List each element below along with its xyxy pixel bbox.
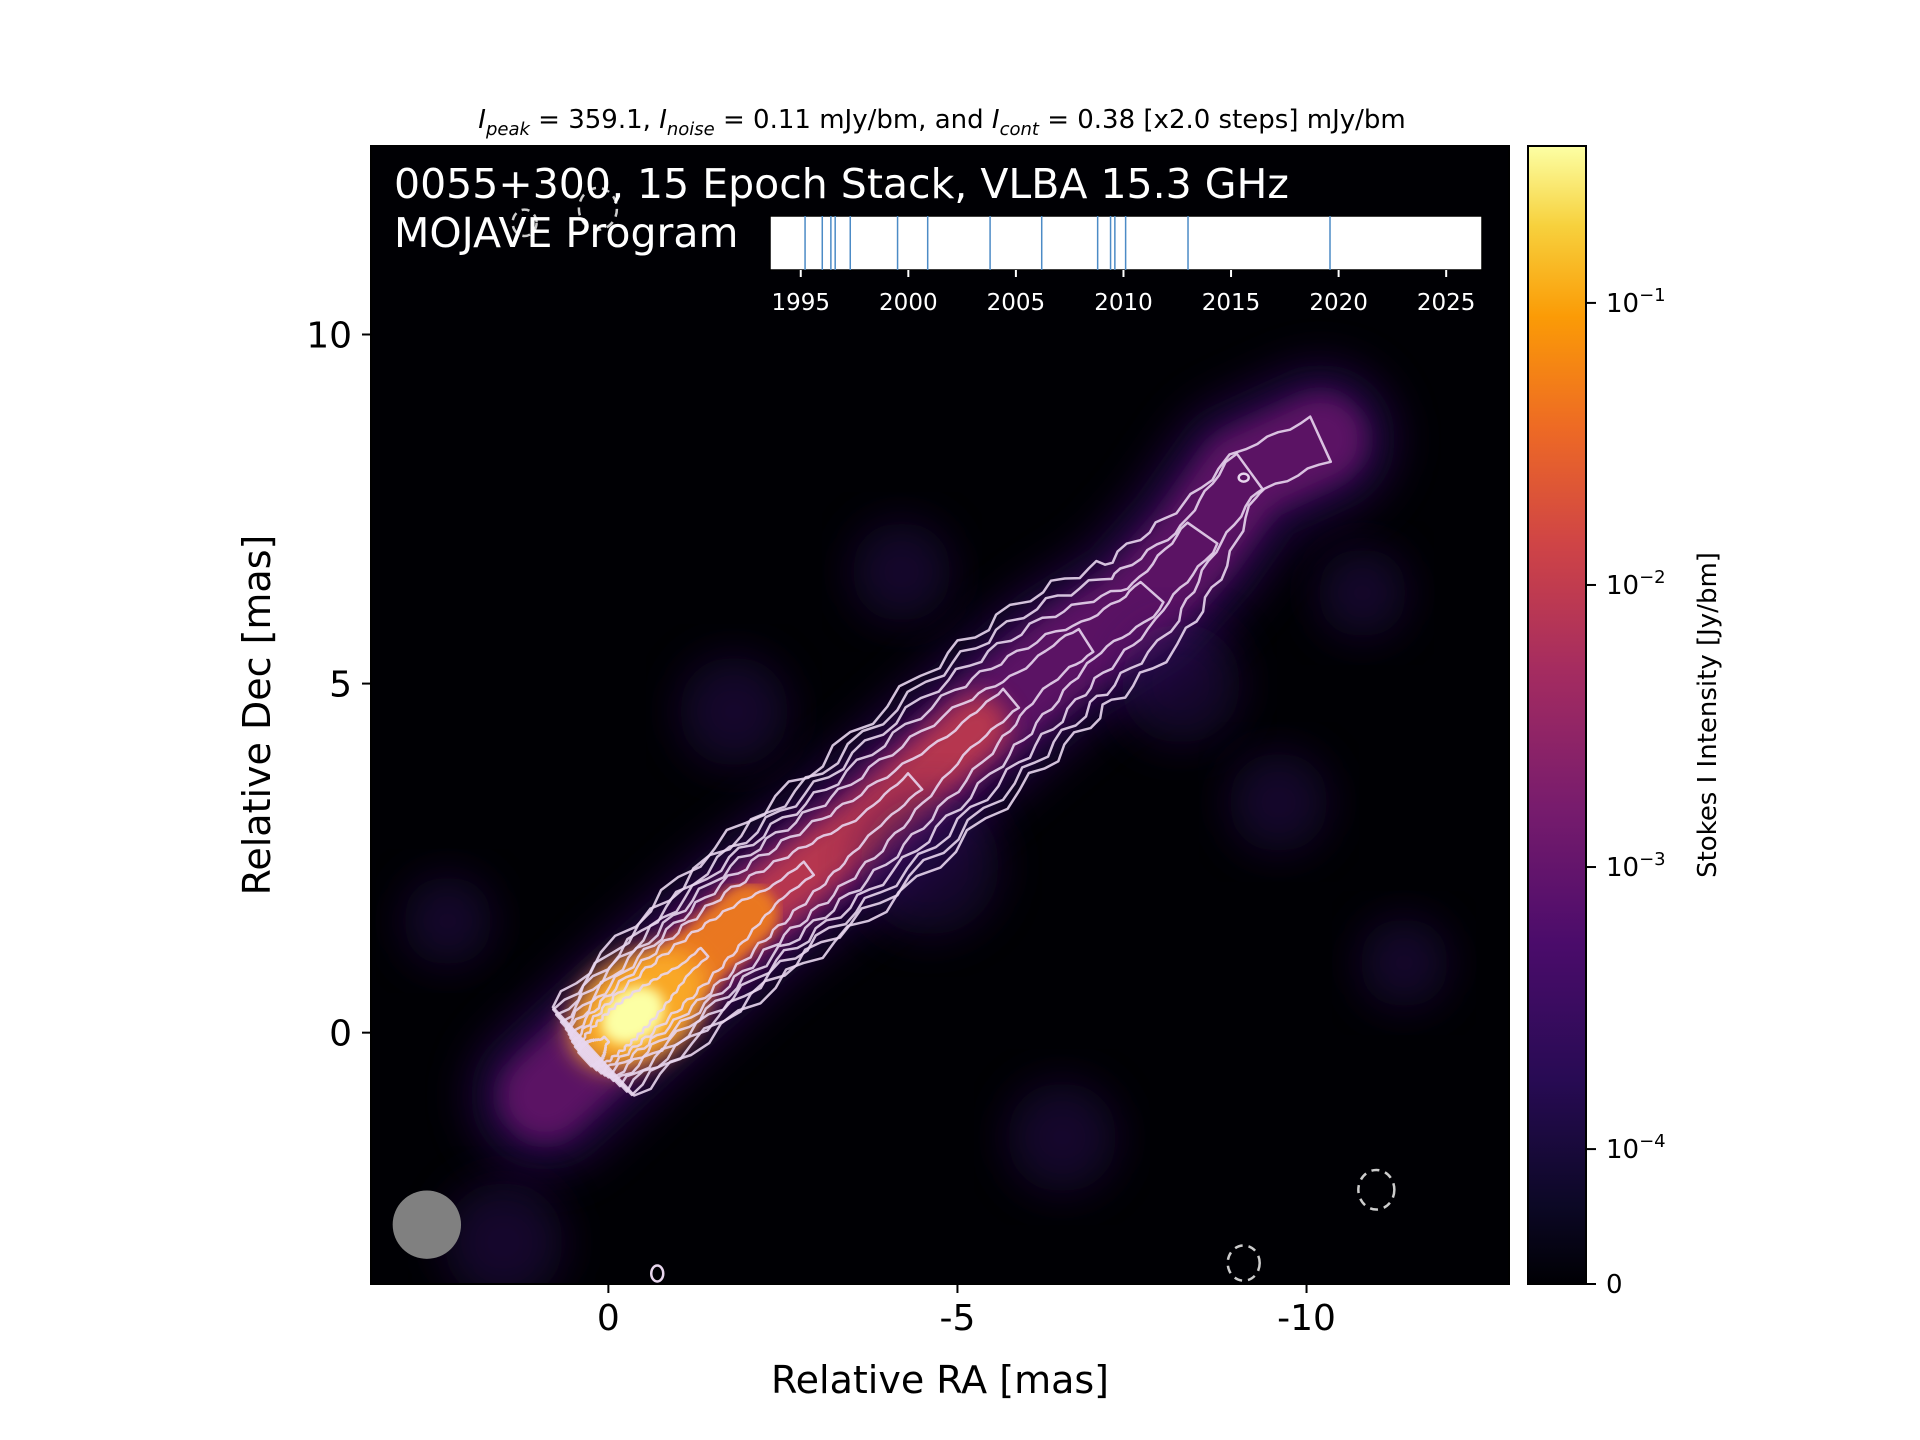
contour-islet: [649, 1264, 665, 1283]
noise-blob: [1359, 917, 1450, 1008]
overlay-title-line2: MOJAVE Program: [394, 209, 738, 257]
contour-line: [559, 580, 1165, 1088]
contour-set: [392, 186, 1396, 1283]
noise-blob: [1228, 752, 1329, 853]
y-axis-label: Relative Dec [mas]: [235, 535, 279, 896]
colorbar-tick-label-e-4: 10−4: [1606, 1131, 1666, 1165]
contour-line: [564, 627, 1095, 1083]
contour-islet: [1237, 472, 1250, 483]
epoch-timeline-axis: 1995 2000 2005 2010 2015 2020 2025: [771, 270, 1475, 316]
cont-subscript: cont: [1000, 119, 1040, 140]
noise-subscript: noise: [667, 119, 715, 140]
contour-line: [554, 521, 1219, 1093]
timeline-tick-label: 2010: [1094, 290, 1153, 316]
timeline-tick-label: 2020: [1309, 290, 1368, 316]
colorbar-tick-label-e-1: 10−1: [1606, 285, 1666, 319]
noise-blob: [1317, 547, 1408, 638]
beam-ellipse: [392, 1190, 462, 1259]
contour-line: [569, 772, 924, 1077]
colorbar-ticks: 0 10−4 10−3 10−2 10−1: [1586, 285, 1666, 1300]
colorbar-tick-label-e-2: 10−2: [1606, 567, 1666, 601]
peak-subscript: peak: [485, 119, 532, 140]
x-axis-label: Relative RA [mas]: [771, 1358, 1109, 1402]
contour-line: [551, 415, 1333, 1097]
noise-blob: [443, 1182, 564, 1284]
timeline-tick-label: 2000: [879, 290, 938, 316]
x-tick-label: -5: [940, 1298, 976, 1339]
jet-emission: [402, 364, 1450, 1284]
noise-label: I: [659, 105, 667, 135]
image-statistics-header: Ipeak = 359.1, Inoise = 0.11 mJy/bm, and…: [478, 105, 1405, 140]
peak-label: I: [478, 105, 486, 135]
contour-line: [570, 860, 816, 1075]
negative-contour: [1357, 1168, 1396, 1211]
y-tick-label: 10: [306, 316, 352, 357]
y-tick-label: 0: [329, 1014, 352, 1055]
timeline-tick-label: 2015: [1202, 290, 1261, 316]
y-axis: 0 5 10: [306, 316, 371, 1055]
colorbar-tick-label-e-3: 10−3: [1606, 849, 1666, 883]
y-tick-label: 5: [329, 665, 352, 706]
peak-value: = 359.1,: [530, 105, 659, 135]
cont-label: I: [992, 105, 1000, 135]
colorbar-label: Stokes I Intensity [Jy/bm]: [1693, 552, 1723, 878]
negative-contour: [511, 208, 538, 238]
contour-line: [567, 687, 1021, 1079]
x-tick-label: -10: [1277, 1298, 1336, 1339]
x-tick-label: 0: [597, 1298, 620, 1339]
image-panel: [371, 146, 1509, 1284]
contour-line: [552, 452, 1264, 1097]
contour-line: [573, 946, 710, 1072]
noise-blob: [1120, 623, 1241, 744]
core-peak: [601, 986, 665, 1045]
noise-blob: [1007, 1082, 1118, 1193]
noise-blob: [679, 656, 790, 767]
noise-blob: [851, 521, 952, 622]
timeline-tick-label: 2005: [987, 290, 1046, 316]
negative-contour: [577, 186, 619, 231]
timeline-tick-label: 1995: [771, 290, 830, 316]
colorbar-gradient: [1527, 145, 1587, 1285]
colorbar-tick-label-zero: 0: [1606, 1270, 1623, 1300]
epoch-timeline-inset: 1995 2000 2005 2010 2015 2020 2025: [769, 215, 1483, 316]
overlay-title-line1: 0055+300, 15 Epoch Stack, VLBA 15.3 GHz: [394, 160, 1289, 208]
x-axis: 0 -5 -10: [597, 1284, 1336, 1339]
colorbar: 0 10−4 10−3 10−2 10−1 Stokes I Intensity [Jy…: [1527, 145, 1723, 1300]
noise-value: = 0.11 mJy/bm, and: [715, 105, 992, 135]
cont-value: = 0.38 [x2.0 steps] mJy/bm: [1039, 105, 1406, 135]
epoch-lines: [804, 216, 1331, 270]
negative-contour: [1226, 1244, 1261, 1282]
timeline-tick-label: 2025: [1417, 290, 1476, 316]
contour-line: [577, 1035, 611, 1068]
image-frame: [370, 145, 1510, 1285]
noise-blob: [402, 875, 493, 966]
